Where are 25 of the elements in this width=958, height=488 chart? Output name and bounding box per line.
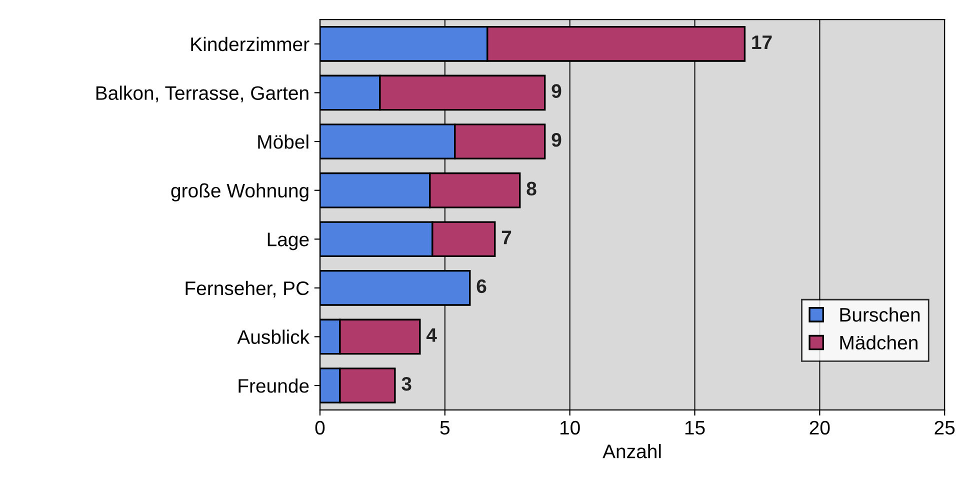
x-tick-label: 10 <box>560 420 580 435</box>
y-tick-label: Kinderzimmer <box>191 36 310 52</box>
total-label: 9 <box>552 84 562 98</box>
x-axis-title: Anzahl <box>602 444 661 458</box>
y-tick-label: Freunde <box>238 378 309 393</box>
y-tick-label: große Wohnung <box>171 183 308 202</box>
total-label: 6 <box>476 279 486 294</box>
x-tick-label: 5 <box>440 421 450 435</box>
total-label: 7 <box>502 230 512 244</box>
y-tick-label: Ausblick <box>237 330 310 344</box>
y-tick-label: Lage <box>268 232 309 250</box>
x-tick-label: 20 <box>810 420 830 435</box>
legend-label: Mädchen <box>840 335 918 350</box>
x-tick-label: 15 <box>685 421 705 435</box>
x-tick-label: 0 <box>315 420 325 435</box>
total-label: 3 <box>402 376 412 391</box>
total-label: 8 <box>526 182 536 196</box>
total-label: 4 <box>426 328 437 342</box>
y-tick-label: Möbel <box>258 134 308 149</box>
x-tick-label: 25 <box>934 420 955 435</box>
y-tick-label: Balkon, Terrasse, Garten <box>96 86 308 102</box>
y-tick-label: Fernseher, PC <box>186 280 309 298</box>
total-label: 17 <box>752 36 772 49</box>
legend-label: Burschen <box>840 307 920 322</box>
total-label: 9 <box>552 132 562 147</box>
